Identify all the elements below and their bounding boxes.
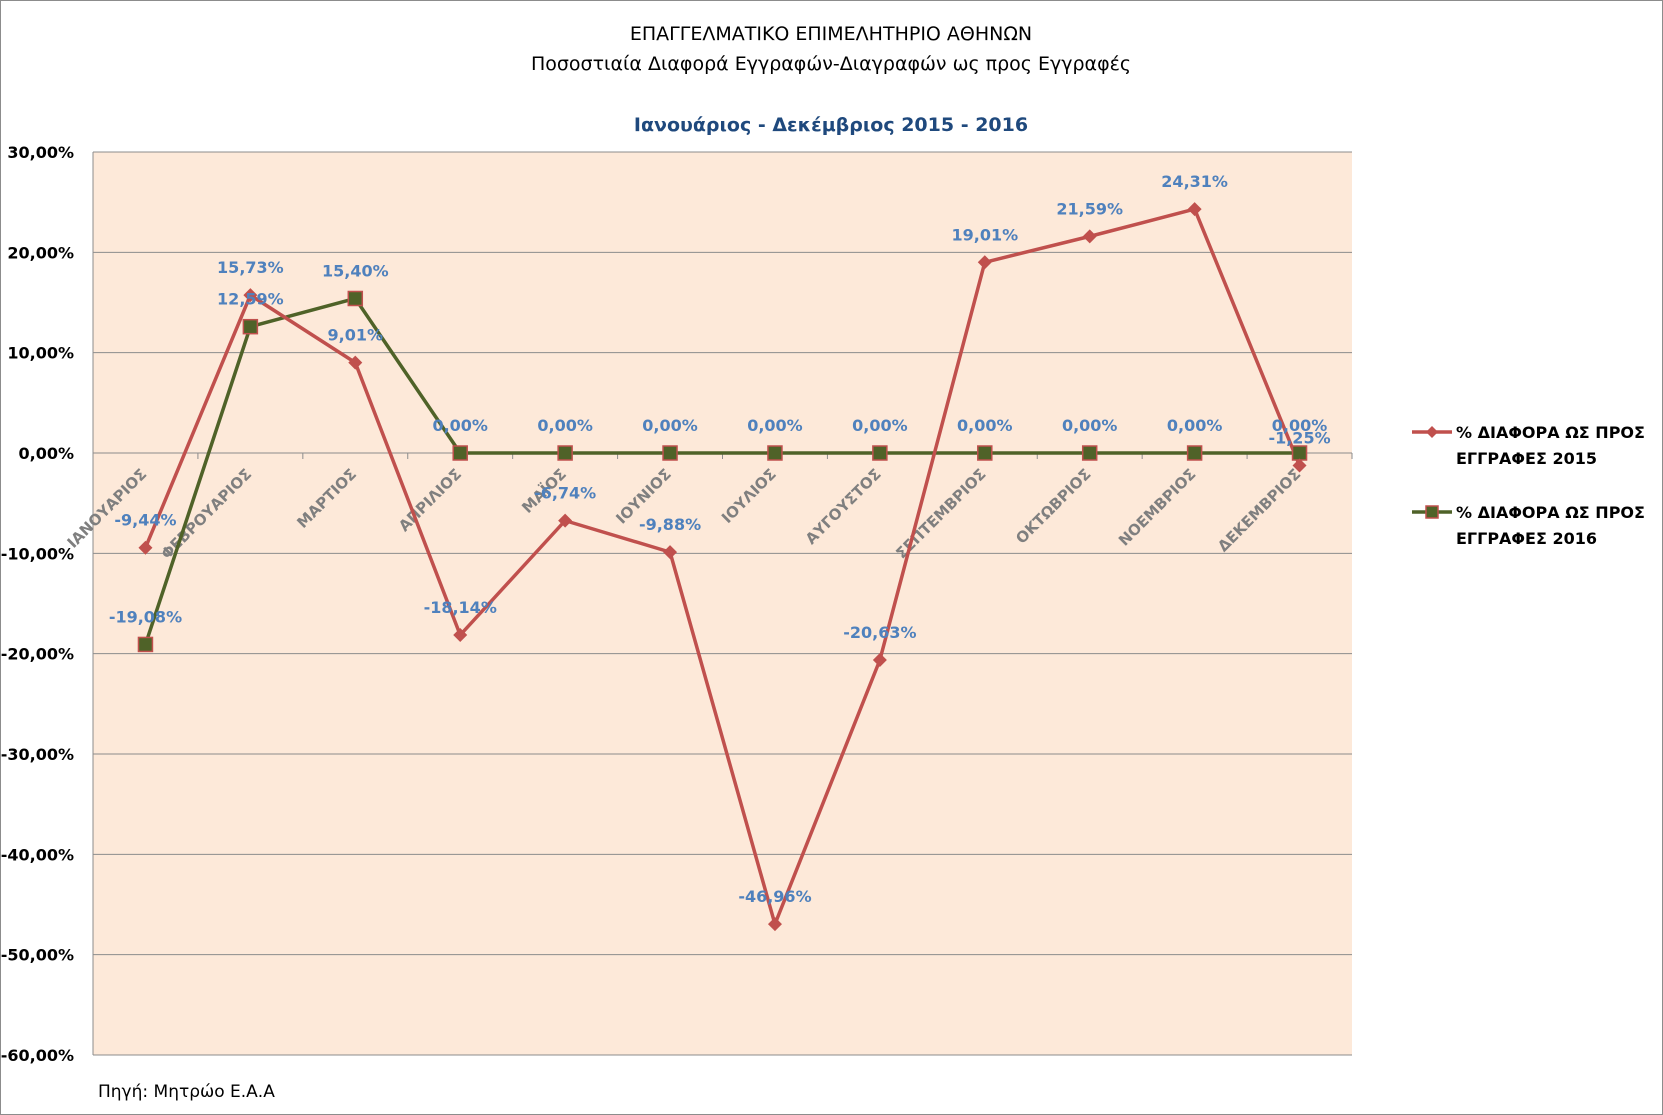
marker-2015: [558, 513, 573, 528]
y-tick-label: -60,00%: [1, 1046, 74, 1065]
data-label-2015: -18,14%: [424, 598, 497, 617]
marker-2015: [977, 255, 992, 270]
data-label-2016: 12,59%: [217, 290, 284, 309]
legend-label: ΕΓΓΡΑΦΕΣ 2016: [1456, 529, 1597, 548]
data-label-2015: 15,73%: [217, 258, 284, 277]
data-label-2016: 15,40%: [322, 261, 389, 280]
data-label-2016: 0,00%: [432, 416, 488, 435]
legend-label: ΕΓΓΡΑΦΕΣ 2015: [1456, 449, 1597, 468]
marker-2016: [557, 445, 573, 461]
data-label-2016: 0,00%: [1272, 416, 1328, 435]
data-label-2015: 19,01%: [951, 225, 1018, 244]
series-line: [143, 296, 1300, 645]
data-labels: -19,08% 12,59% 15,40% 0,00% 0,00% 0,00% 0,00% 0…: [109, 172, 1331, 906]
series-line: [143, 207, 1302, 926]
chart-title-line2: Ποσοστιαία Διαφορά Εγγραφών-Διαγραφών ως…: [531, 53, 1131, 75]
marker-2015: [663, 545, 678, 560]
y-tick-label: 10,00%: [7, 344, 74, 363]
data-label-2015: -9,44%: [114, 511, 176, 530]
data-label-2015: -46,96%: [738, 887, 811, 906]
marker-2015: [348, 355, 363, 370]
series: [137, 202, 1308, 932]
y-tick-label: 20,00%: [7, 243, 74, 262]
marker-2015: [872, 652, 887, 667]
marker-2016: [872, 445, 888, 461]
data-label-2015: -9,88%: [639, 515, 701, 534]
data-label-2016: 0,00%: [852, 416, 908, 435]
y-tick-label: -50,00%: [1, 946, 74, 965]
marker-2016: [452, 445, 468, 461]
marker-2015: [1292, 458, 1307, 473]
y-tick-label: 30,00%: [7, 143, 74, 162]
y-tick-label: -10,00%: [1, 544, 74, 563]
data-label-2015: 9,01%: [328, 326, 384, 345]
data-label-2015: -20,63%: [843, 623, 916, 642]
marker-2016: [1186, 445, 1203, 461]
data-label-2016: 0,00%: [1167, 416, 1223, 435]
marker-2015: [1082, 229, 1097, 244]
legend: % ΔΙΑΦΟΡΑ ΩΣ ΠΡΟΣ ΕΓΓΡΑΦΕΣ 2015 % ΔΙΑΦΟΡΑ …: [1412, 423, 1645, 548]
data-label-2015: 21,59%: [1056, 199, 1123, 218]
y-tick-label: -20,00%: [1, 645, 74, 664]
marker-2015: [243, 288, 258, 303]
source-note: Πηγή: Μητρώο Ε.Α.Α: [98, 1082, 275, 1102]
marker-2015: [138, 540, 153, 555]
data-label-2015: -1,25%: [1268, 429, 1330, 448]
gridlines: [92, 151, 1352, 1056]
marker-2016: [1081, 445, 1098, 461]
marker-2016: [242, 318, 259, 335]
data-label-2016: 0,00%: [747, 416, 803, 435]
data-label-2015: 24,31%: [1161, 172, 1228, 191]
legend-label: % ΔΙΑΦΟΡΑ ΩΣ ΠΡΟΣ: [1456, 423, 1645, 442]
marker-2016: [662, 445, 678, 461]
marker-2016: [1291, 445, 1308, 461]
data-label-2016: -19,08%: [109, 607, 182, 626]
marker-2016: [767, 445, 783, 461]
data-label-2016: 0,00%: [642, 416, 698, 435]
marker-2016: [977, 445, 993, 461]
chart-subtitle: Ιανουάριος - Δεκέμβριος 2015 - 2016: [634, 114, 1028, 136]
marker-2015: [453, 628, 468, 643]
y-axis: 30,00% 20,00% 10,00% 0,00% -10,00% -20,00% -30…: [1, 143, 74, 1065]
data-label-2016: 0,00%: [537, 416, 593, 435]
y-tick-label: 0,00%: [18, 444, 74, 463]
marker-2016: [347, 290, 364, 307]
data-label-2015: -6,74%: [534, 484, 596, 503]
data-label-2016: 0,00%: [957, 416, 1013, 435]
legend-marker: [1425, 505, 1439, 519]
data-label-2016: 0,00%: [1062, 416, 1118, 435]
marker-2016: [137, 636, 154, 653]
legend-marker: [1426, 426, 1438, 438]
marker-2015: [1187, 202, 1202, 217]
y-tick-label: -40,00%: [1, 845, 74, 864]
chart-title: ΕΠΑΓΓΕΛΜΑΤΙΚΟ ΕΠΙΜΕΛΗΤΗΡΙΟ ΑΘΗΝΩΝ: [630, 23, 1032, 45]
y-tick-label: -30,00%: [1, 745, 74, 764]
plot-area: [93, 152, 1352, 1055]
legend-label: % ΔΙΑΦΟΡΑ ΩΣ ΠΡΟΣ: [1456, 503, 1645, 522]
marker-2015: [767, 917, 782, 932]
